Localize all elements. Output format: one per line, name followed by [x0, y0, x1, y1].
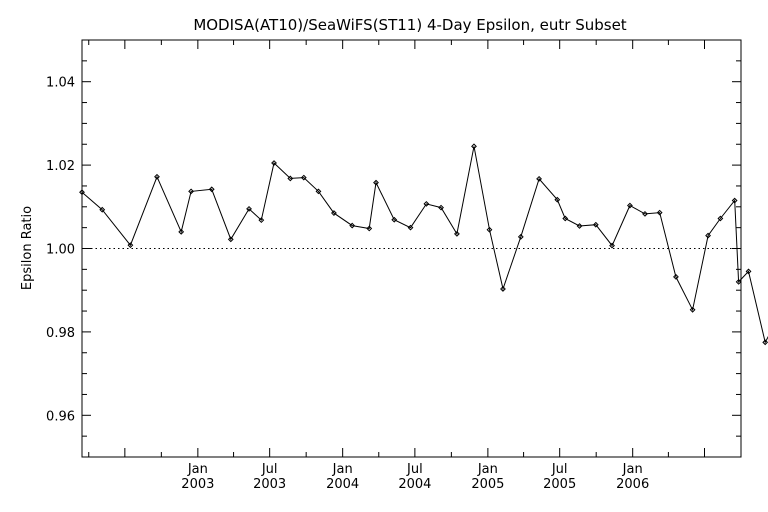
series-layer — [79, 143, 768, 346]
data-point — [562, 215, 569, 222]
series-line — [81, 146, 768, 344]
data-point — [735, 278, 742, 285]
x-tick-label-year: 2005 — [471, 477, 504, 492]
data-point — [99, 206, 106, 213]
data-point — [592, 221, 599, 228]
x-tick-label-month: Jul — [406, 462, 423, 477]
data-point — [178, 228, 185, 235]
data-point — [673, 273, 679, 280]
data-point — [227, 236, 234, 243]
data-point — [656, 209, 663, 216]
data-point — [731, 197, 738, 204]
x-tick-label-month: Jul — [261, 462, 278, 477]
x-tick-label-year: 2006 — [616, 477, 649, 492]
y-tick-label: 0.96 — [46, 409, 75, 424]
data-point — [391, 216, 398, 223]
data-point — [554, 196, 561, 203]
x-tick-label-year: 2003 — [181, 477, 214, 492]
data-point — [438, 204, 444, 211]
data-point — [689, 306, 696, 313]
x-tick-label-year: 2004 — [398, 477, 431, 492]
data-point — [471, 143, 477, 150]
data-point — [500, 286, 506, 292]
data-point — [315, 188, 322, 195]
x-tick-label-month: Jan — [187, 462, 208, 477]
data-point — [208, 186, 215, 193]
data-point — [300, 174, 307, 181]
axis-layer: 0.960.981.001.021.04Jan2003Jul2003Jan200… — [46, 39, 742, 492]
data-point — [154, 173, 160, 180]
x-tick-label-month: Jan — [622, 462, 643, 477]
data-point — [717, 215, 724, 222]
data-point — [517, 233, 524, 240]
chart-title: MODISA(AT10)/SeaWiFS(ST11) 4-Day Epsilon… — [193, 16, 626, 34]
x-tick-label-year: 2003 — [253, 477, 286, 492]
x-tick-label-month: Jan — [332, 462, 353, 477]
y-tick-label: 0.98 — [46, 326, 75, 341]
data-point — [642, 210, 648, 217]
data-point — [454, 230, 460, 237]
data-point — [705, 232, 711, 239]
data-point — [287, 175, 294, 182]
data-point — [331, 210, 337, 216]
data-point — [627, 202, 633, 209]
y-tick-label: 1.02 — [46, 159, 75, 174]
data-point — [271, 160, 277, 166]
data-point — [407, 224, 414, 231]
y-tick-label: 1.04 — [46, 76, 75, 91]
data-point — [349, 222, 356, 229]
data-point — [246, 205, 252, 212]
data-point — [373, 179, 379, 186]
data-point — [423, 200, 430, 207]
y-tick-label: 1.00 — [46, 243, 75, 258]
data-point — [188, 188, 195, 195]
x-tick-label-month: Jan — [477, 462, 498, 477]
data-point — [536, 175, 542, 182]
data-point — [609, 242, 615, 249]
data-point — [258, 217, 265, 224]
data-point — [127, 242, 134, 249]
data-point — [576, 223, 583, 229]
y-axis-label: Epsilon Ratio — [20, 206, 35, 290]
data-point — [486, 226, 493, 233]
data-point — [745, 268, 752, 275]
x-tick-label-year: 2005 — [543, 477, 576, 492]
data-point — [366, 225, 373, 232]
x-tick-label-year: 2004 — [326, 477, 359, 492]
data-point — [762, 339, 768, 346]
x-tick-label-month: Jul — [551, 462, 568, 477]
